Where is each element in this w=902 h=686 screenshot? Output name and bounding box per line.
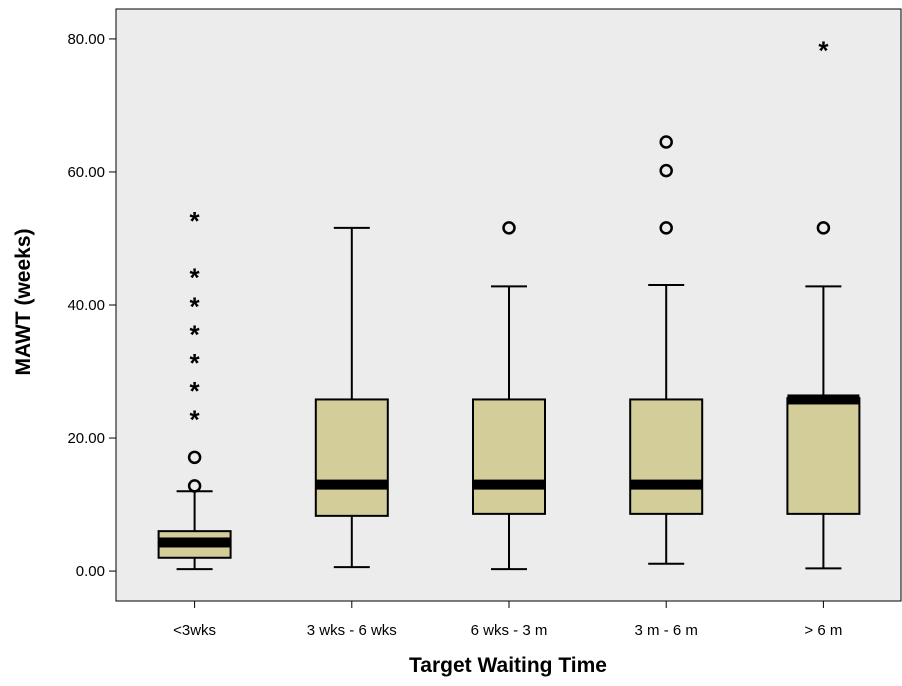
box-group: ******* (157, 206, 232, 571)
y-tick-label: 40.00 (67, 297, 105, 314)
median-bar (315, 479, 388, 490)
x-tick-label: <3wks (173, 622, 216, 639)
y-tick-label: 80.00 (67, 31, 105, 48)
box-series: ******** (157, 35, 861, 571)
extreme-star: * (190, 291, 201, 321)
x-tick-label: > 6 m (804, 622, 842, 639)
box-iqr (472, 398, 546, 515)
extreme-star: * (818, 35, 829, 65)
outlier-circle (816, 221, 831, 235)
y-axis: 0.00 20.00 40.00 60.00 80.00 (67, 31, 116, 580)
extreme-star: * (190, 348, 201, 378)
median-bar (630, 479, 703, 490)
extreme-star: * (190, 206, 201, 236)
x-tick-label: 6 wks - 3 m (471, 622, 548, 639)
y-tick-label: 20.00 (67, 430, 105, 447)
median-bar (787, 394, 860, 405)
box-group (629, 135, 704, 565)
box-group (314, 226, 389, 569)
median-bar (473, 479, 545, 490)
box-iqr (629, 398, 704, 515)
x-axis-title: Target Waiting Time (409, 654, 607, 677)
box-group (472, 221, 546, 571)
box-iqr (314, 398, 389, 517)
outlier-circle (502, 221, 516, 235)
extreme-star: * (190, 376, 201, 406)
extreme-star: * (190, 263, 201, 293)
y-tick-label: 60.00 (67, 164, 105, 181)
outlier-circle (659, 221, 673, 235)
outlier-circle (659, 163, 673, 178)
median-bar (158, 537, 231, 548)
outlier-circle (187, 479, 202, 493)
y-tick-label: 0.00 (76, 563, 105, 580)
x-axis: <3wks 3 wks - 6 wks 6 wks - 3 m 3 m - 6 m > … (173, 601, 842, 639)
outlier-circle (659, 135, 673, 149)
extreme-star: * (190, 319, 201, 349)
box-group: * (786, 35, 861, 570)
outlier-circle (187, 450, 202, 465)
extreme-star: * (190, 404, 201, 434)
x-tick-label: 3 wks - 6 wks (307, 622, 397, 639)
box-iqr (786, 397, 861, 515)
y-axis-title: MAWT (weeks) (12, 228, 35, 375)
x-tick-label: 3 m - 6 m (635, 622, 698, 639)
